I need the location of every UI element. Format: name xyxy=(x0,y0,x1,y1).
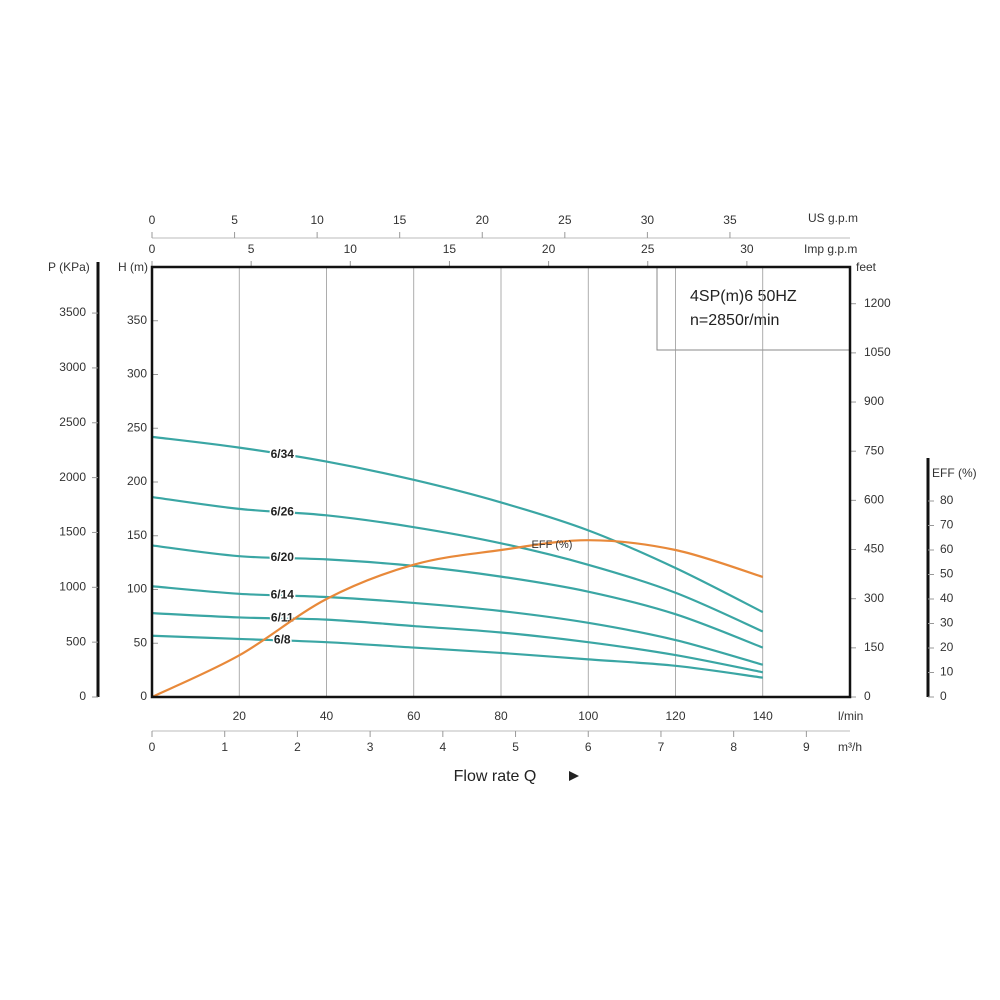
tick-label: 0 xyxy=(140,689,147,703)
x-title: Flow rate Q xyxy=(454,768,537,785)
tick-label: 0 xyxy=(149,213,156,227)
head-curve xyxy=(151,612,763,674)
head-curve xyxy=(151,634,763,679)
tick-label: 1 xyxy=(221,740,228,754)
tick-label: 3000 xyxy=(59,360,86,374)
tick-label: 8 xyxy=(730,740,737,754)
head-curve xyxy=(151,435,764,614)
x-tick-label: 80 xyxy=(494,709,508,723)
tick-label: 70 xyxy=(940,518,954,532)
tick-label: 9 xyxy=(803,740,810,754)
curve-label: 6/20 xyxy=(271,550,295,564)
tick-label: 0 xyxy=(149,242,156,256)
tick-label: 750 xyxy=(864,443,884,457)
tick-label: 2000 xyxy=(59,470,86,484)
curve-label: 6/34 xyxy=(271,447,295,461)
curve-label: 6/8 xyxy=(274,633,291,647)
tick-label: 80 xyxy=(940,493,954,507)
tick-label: 1000 xyxy=(59,579,86,593)
efficiency-curve xyxy=(151,539,764,698)
y-axis-label: H (m) xyxy=(118,260,148,274)
x-axis-label: l/min xyxy=(838,709,863,723)
x-tick-label: 60 xyxy=(407,709,421,723)
tick-label: 0 xyxy=(149,740,156,754)
tick-label: 300 xyxy=(864,591,884,605)
plot-frame xyxy=(150,265,852,699)
tick-label: 200 xyxy=(127,474,147,488)
tick-label: 20 xyxy=(542,242,556,256)
head-curve xyxy=(151,495,764,633)
tick-label: 10 xyxy=(344,242,358,256)
tick-label: 30 xyxy=(940,616,954,630)
feet-axis-label: feet xyxy=(856,260,877,274)
tick-label: 60 xyxy=(940,542,954,556)
m3h-axis-label: m³/h xyxy=(838,740,862,754)
x-tick-label: 20 xyxy=(233,709,247,723)
tick-label: 15 xyxy=(393,213,407,227)
tick-label: 0 xyxy=(940,689,947,703)
tick-label: 0 xyxy=(864,689,871,703)
chart-subtitle: n=2850r/min xyxy=(690,312,779,329)
tick-label: 100 xyxy=(127,582,147,596)
tick-label: 900 xyxy=(864,394,884,408)
imp-gpm-axis-label: Imp g.p.m xyxy=(804,242,857,256)
tick-label: 500 xyxy=(66,634,86,648)
tick-label: 4 xyxy=(439,740,446,754)
tick-label: 0 xyxy=(79,689,86,703)
tick-label: 20 xyxy=(940,640,954,654)
head-curve xyxy=(151,544,764,649)
tick-label: 2500 xyxy=(59,415,86,429)
us-gpm-axis-label: US g.p.m xyxy=(808,211,858,225)
curve-label: 6/26 xyxy=(271,504,295,518)
tick-label: 25 xyxy=(641,242,655,256)
tick-label: 40 xyxy=(940,591,954,605)
x-tick-label: 120 xyxy=(665,709,685,723)
title-box xyxy=(656,266,851,351)
tick-label: 1200 xyxy=(864,296,891,310)
tick-label: 3500 xyxy=(59,305,86,319)
tick-label: 350 xyxy=(127,313,147,327)
tick-label: 15 xyxy=(443,242,457,256)
tick-label: 5 xyxy=(512,740,519,754)
tick-label: 30 xyxy=(641,213,655,227)
tick-label: 250 xyxy=(127,420,147,434)
tick-label: 1050 xyxy=(864,345,891,359)
tick-label: 30 xyxy=(740,242,754,256)
chart-title: 4SP(m)6 50HZ xyxy=(690,288,797,305)
x-tick-label: 100 xyxy=(578,709,598,723)
curve-label: EFF (%) xyxy=(532,539,573,551)
tick-label: 10 xyxy=(940,665,954,679)
tick-label: 25 xyxy=(558,213,572,227)
tick-label: 50 xyxy=(134,635,148,649)
tick-label: 3 xyxy=(367,740,374,754)
tick-label: 20 xyxy=(476,213,490,227)
tick-label: 10 xyxy=(310,213,324,227)
tick-label: 450 xyxy=(864,542,884,556)
tick-label: 5 xyxy=(248,242,255,256)
curve-label: 6/14 xyxy=(271,588,295,602)
x-tick-label: 40 xyxy=(320,709,334,723)
tick-label: 50 xyxy=(940,567,954,581)
y2-axis-label: EFF (%) xyxy=(932,466,977,480)
pressure-axis-label: P (KPa) xyxy=(48,260,90,274)
head-curve xyxy=(151,585,764,666)
tick-label: 150 xyxy=(127,528,147,542)
tick-label: 6 xyxy=(585,740,592,754)
tick-label: 5 xyxy=(231,213,238,227)
tick-label: 300 xyxy=(127,367,147,381)
tick-label: 7 xyxy=(658,740,665,754)
tick-label: 35 xyxy=(723,213,737,227)
tick-label: 600 xyxy=(864,493,884,507)
tick-label: 150 xyxy=(864,640,884,654)
arrow xyxy=(569,771,579,781)
tick-label: 1500 xyxy=(59,525,86,539)
x-tick-label: 140 xyxy=(753,709,773,723)
tick-label: 2 xyxy=(294,740,301,754)
